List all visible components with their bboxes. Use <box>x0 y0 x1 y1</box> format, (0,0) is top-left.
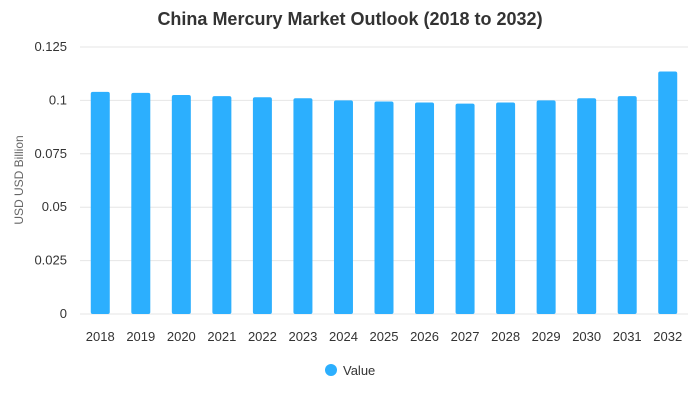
bar[interactable] <box>90 91 110 314</box>
y-tick-label: 0.05 <box>42 199 67 214</box>
y-tick-label: 0.075 <box>34 146 67 161</box>
x-tick-label: 2030 <box>572 329 601 344</box>
bar[interactable] <box>415 102 435 314</box>
y-tick-label: 0 <box>60 306 67 321</box>
bars <box>90 71 678 315</box>
bar[interactable] <box>496 102 516 314</box>
x-tick-label: 2024 <box>329 329 358 344</box>
legend[interactable]: Value <box>325 363 375 378</box>
bar[interactable] <box>252 97 272 314</box>
x-tick-label: 2022 <box>248 329 277 344</box>
x-tick-label: 2019 <box>126 329 155 344</box>
chart-title: China Mercury Market Outlook (2018 to 20… <box>157 9 542 29</box>
y-tick-label: 0.025 <box>34 253 67 268</box>
x-tick-label: 2027 <box>451 329 480 344</box>
x-tick-label: 2028 <box>491 329 520 344</box>
y-axis-title: USD USD Billion <box>12 135 26 224</box>
bar[interactable] <box>212 96 232 314</box>
legend-marker <box>325 364 337 376</box>
bar[interactable] <box>293 98 313 314</box>
bar[interactable] <box>131 92 151 314</box>
x-tick-label: 2025 <box>370 329 399 344</box>
bar[interactable] <box>455 103 475 314</box>
x-axis: 2018 2019 2020 2021 2022 2023 2024 2025 2026 2027… <box>86 329 682 344</box>
x-tick-label: 2021 <box>207 329 236 344</box>
x-tick-label: 2032 <box>653 329 682 344</box>
y-tick-label: 0.125 <box>34 39 67 54</box>
bar[interactable] <box>536 100 556 315</box>
x-tick-label: 2020 <box>167 329 196 344</box>
x-tick-label: 2031 <box>613 329 642 344</box>
bar[interactable] <box>577 98 597 314</box>
bar[interactable] <box>658 71 678 314</box>
legend-label: Value <box>343 363 375 378</box>
x-tick-label: 2018 <box>86 329 115 344</box>
bar[interactable] <box>171 95 191 314</box>
y-axis: 0 0.025 0.05 0.075 0.1 0.125 <box>34 39 67 321</box>
bar[interactable] <box>333 100 353 315</box>
x-tick-label: 2026 <box>410 329 439 344</box>
bar[interactable] <box>374 101 394 314</box>
x-tick-label: 2023 <box>288 329 317 344</box>
y-tick-label: 0.1 <box>49 92 67 107</box>
bar[interactable] <box>617 96 637 314</box>
x-tick-label: 2029 <box>532 329 561 344</box>
